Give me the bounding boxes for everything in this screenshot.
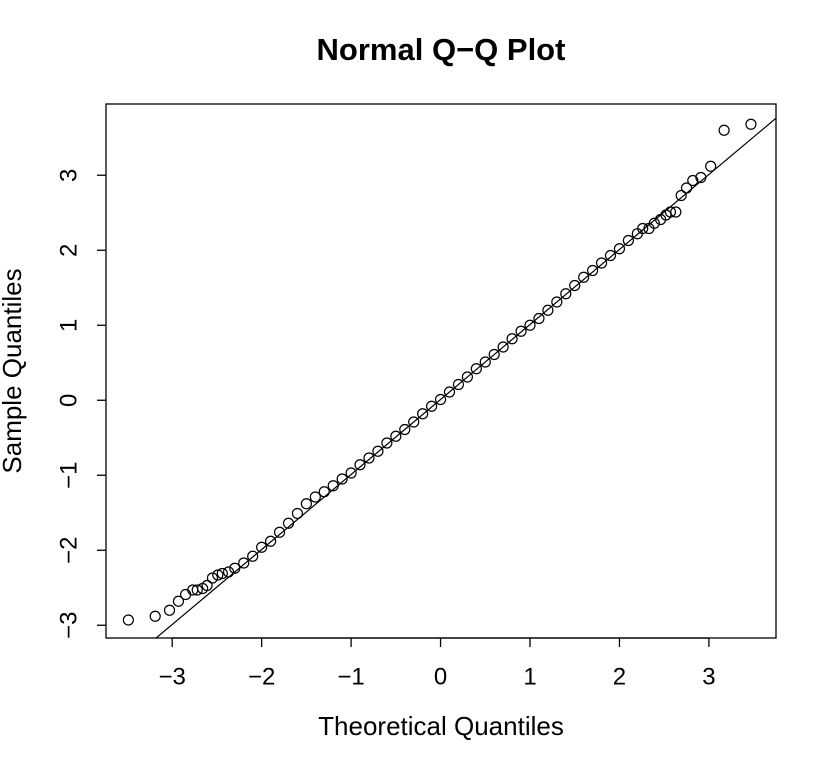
point	[390, 430, 402, 442]
chart-title: Normal Q−Q Plot	[317, 32, 566, 67]
y-tick-label: 2	[55, 244, 82, 257]
point	[470, 363, 482, 375]
x-tick-label: −1	[337, 663, 364, 690]
point	[595, 257, 608, 269]
y-axis-label: Sample Quantiles	[0, 268, 27, 473]
point	[497, 341, 509, 353]
point	[238, 557, 250, 569]
reference-line	[155, 117, 776, 638]
point	[613, 243, 626, 255]
point	[705, 160, 717, 172]
y-tick-label: −1	[55, 462, 82, 489]
point	[309, 491, 321, 503]
point	[452, 378, 465, 391]
x-tick-label: −3	[159, 663, 186, 690]
point	[163, 604, 176, 616]
point	[372, 445, 384, 457]
x-tick-label: 0	[434, 663, 447, 690]
point	[533, 312, 545, 325]
point	[578, 271, 590, 283]
point	[515, 325, 527, 337]
x-tick-label: 3	[702, 663, 715, 690]
point	[745, 118, 757, 130]
x-axis-label: Theoretical Quantiles	[318, 711, 564, 741]
point	[443, 386, 456, 398]
x-tick-label: −2	[248, 663, 275, 690]
point	[212, 569, 224, 581]
y-tick-label: −2	[55, 537, 82, 564]
y-tick-label: −3	[55, 612, 82, 639]
point	[488, 348, 500, 361]
point	[434, 393, 447, 406]
x-tick-label: 1	[523, 663, 536, 690]
point	[637, 222, 649, 235]
point	[273, 526, 286, 538]
point	[560, 288, 572, 300]
point	[408, 416, 420, 428]
point	[622, 234, 635, 247]
point	[172, 595, 185, 607]
point	[506, 333, 518, 345]
y-tick-label: 0	[55, 394, 82, 407]
point	[569, 279, 581, 292]
point	[670, 206, 682, 218]
point	[675, 189, 687, 202]
point	[300, 498, 312, 510]
point	[461, 371, 473, 383]
point	[363, 452, 375, 464]
point	[524, 319, 536, 331]
point	[180, 588, 192, 601]
point	[247, 550, 259, 562]
point	[122, 614, 134, 626]
point	[336, 473, 348, 485]
x-tick-label: 2	[613, 663, 626, 690]
point	[687, 174, 699, 187]
point	[216, 567, 228, 580]
point	[206, 572, 219, 584]
y-tick-label: 3	[55, 169, 82, 182]
point	[417, 408, 429, 420]
point	[604, 249, 617, 262]
point	[345, 467, 357, 479]
point	[191, 584, 203, 596]
point	[648, 217, 660, 229]
point	[718, 124, 730, 136]
point	[587, 264, 599, 277]
point	[426, 400, 438, 412]
point	[381, 437, 393, 449]
point	[542, 304, 554, 316]
point	[201, 579, 213, 592]
point	[354, 459, 366, 471]
point	[264, 535, 277, 547]
point	[551, 296, 563, 308]
point	[149, 610, 161, 622]
y-tick-label: 1	[55, 319, 82, 332]
point	[479, 356, 491, 368]
point	[291, 507, 304, 520]
plot-frame	[105, 103, 777, 639]
point	[318, 486, 330, 498]
point	[399, 423, 411, 436]
point	[256, 541, 268, 553]
